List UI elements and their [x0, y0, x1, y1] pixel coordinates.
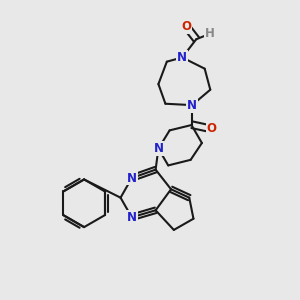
Text: H: H: [206, 27, 215, 40]
Text: N: N: [177, 51, 187, 64]
Text: O: O: [182, 20, 191, 33]
Text: O: O: [207, 122, 217, 136]
Text: N: N: [127, 211, 137, 224]
Text: N: N: [187, 99, 197, 112]
Text: N: N: [153, 142, 164, 155]
Text: N: N: [127, 172, 137, 184]
